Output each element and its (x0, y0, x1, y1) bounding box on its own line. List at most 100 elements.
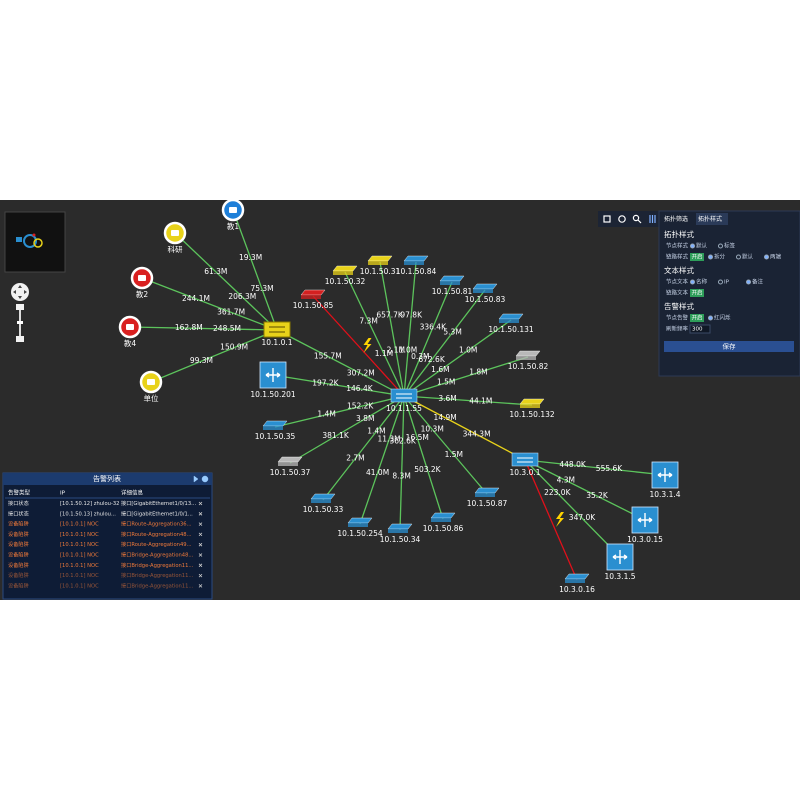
link-label: 0.3M (411, 352, 429, 361)
toggle-label: 开启 (692, 289, 703, 297)
radio[interactable] (718, 243, 723, 249)
node[interactable]: 10.1.50.81 (432, 275, 473, 296)
minimap (4, 211, 66, 273)
link (322, 395, 405, 501)
link (399, 395, 405, 531)
link-label: 503.2K (414, 465, 441, 474)
toggle[interactable] (690, 314, 704, 322)
dismiss-icon[interactable] (198, 542, 203, 547)
link-label: 3.8M (356, 414, 374, 423)
node[interactable]: 10.1.50.82 (508, 350, 549, 371)
alarm-cell: 接口Route-Aggregation48... (121, 530, 192, 538)
alarm-cell: [10.1.0.1] NOC (60, 583, 99, 589)
node[interactable]: 10.1.50.87 (467, 487, 508, 508)
tab-label: 拓扑筛选 (664, 215, 688, 223)
node-glyph (126, 324, 134, 330)
node[interactable]: 10.1.50.86 (423, 512, 464, 533)
node-icon (277, 456, 303, 463)
link-label: 1.0M (459, 345, 477, 354)
link-label: 1.0M (399, 345, 417, 354)
dismiss-icon[interactable] (198, 512, 203, 516)
link (524, 459, 646, 521)
node-label: 10.3.1.4 (649, 490, 680, 499)
node[interactable]: 10.1.50.131 (488, 313, 534, 334)
column-header: 告警类型 (8, 489, 31, 497)
dismiss-icon[interactable] (198, 532, 203, 537)
node-label: 10.1.1.55 (386, 404, 422, 413)
radio[interactable] (764, 254, 769, 260)
node-icon-side (263, 426, 283, 430)
dismiss-icon[interactable] (198, 563, 203, 568)
node[interactable]: 10.1.50.254 (337, 517, 383, 538)
node[interactable]: 10.3.1.4 (649, 461, 681, 499)
dismiss-icon[interactable] (198, 553, 203, 557)
link-label: 1.4M (367, 426, 385, 435)
node-icon (472, 283, 498, 290)
radio[interactable] (690, 279, 695, 285)
radio[interactable] (708, 254, 713, 260)
radio[interactable] (690, 243, 695, 249)
dismiss-icon[interactable] (198, 584, 203, 588)
alarm-cell: 接口[GigabitEthernet1/0/1... (121, 509, 193, 517)
node[interactable]: 10.1.50.84 (396, 255, 437, 276)
node[interactable]: 科研 (163, 221, 187, 254)
radio[interactable] (746, 279, 751, 285)
node[interactable]: 10.3.0.15 (627, 506, 663, 544)
radio[interactable] (718, 279, 723, 285)
node[interactable]: 10.1.50.33 (303, 493, 344, 514)
save-button[interactable] (664, 341, 794, 352)
node[interactable]: 10.1.50.31 (360, 255, 401, 276)
radio-label: 红闪烁 (714, 314, 731, 322)
radio[interactable] (708, 315, 713, 321)
alarm-cell: [10.1.0.1] NOC (60, 522, 99, 528)
node[interactable]: 教1 (221, 198, 245, 231)
link-label: 2.1M (387, 345, 405, 354)
dismiss-icon[interactable] (198, 501, 203, 506)
link-label: 10.3M (421, 424, 444, 433)
toggle[interactable] (690, 289, 704, 297)
dismiss-icon[interactable] (198, 573, 203, 578)
alarm-cell: 接口状态 (8, 499, 29, 507)
node[interactable]: 10.1.50.132 (509, 398, 555, 419)
toolbar[interactable] (598, 211, 660, 227)
node-icon-side (475, 493, 495, 497)
toggle[interactable] (690, 253, 704, 261)
tab[interactable] (696, 213, 728, 225)
node[interactable]: 10.1.50.37 (270, 456, 311, 477)
link (403, 319, 512, 397)
node[interactable]: 10.3.1.5 (604, 543, 636, 581)
node[interactable]: 10.1.50.83 (465, 283, 506, 304)
node[interactable]: 10.3.0.1 (509, 452, 541, 477)
input[interactable] (689, 324, 711, 334)
link (141, 277, 278, 331)
section-title: 文本样式 (664, 265, 694, 275)
node[interactable]: 10.3.0.16 (559, 573, 595, 594)
zoom-control[interactable] (11, 283, 29, 342)
link-label: 11.3M (377, 435, 400, 444)
setting-label: 节点告警 (666, 314, 689, 322)
node[interactable]: 10.1.50.32 (325, 265, 366, 286)
node[interactable]: 10.1.1.55 (386, 388, 422, 413)
node-label: 教1 (227, 221, 239, 231)
radio[interactable] (736, 254, 741, 260)
node-label: 10.1.50.82 (508, 362, 549, 371)
node-icon-side (473, 289, 493, 293)
node[interactable]: 教4 (118, 315, 142, 348)
node-icon (430, 512, 456, 519)
node[interactable]: 10.1.0.1 (261, 321, 293, 347)
node[interactable]: 10.1.50.35 (255, 420, 296, 441)
node[interactable]: 单位 (139, 370, 163, 403)
link-label: 197.2K (312, 378, 339, 387)
dismiss-icon[interactable] (198, 522, 203, 526)
node[interactable]: 10.1.50.85 (293, 289, 334, 310)
node[interactable]: 教2 (130, 266, 154, 299)
node[interactable]: 10.1.50.34 (380, 523, 421, 544)
node-label: 10.1.50.31 (360, 267, 401, 276)
alarm-cell: [10.1.0.1] NOC (60, 553, 99, 559)
node-icon (347, 517, 373, 524)
alarm-cell: [10.1.50.12] zhulou-32 (60, 501, 119, 507)
link-label: 146.4K (346, 384, 373, 393)
node[interactable]: 10.1.50.201 (250, 361, 296, 399)
